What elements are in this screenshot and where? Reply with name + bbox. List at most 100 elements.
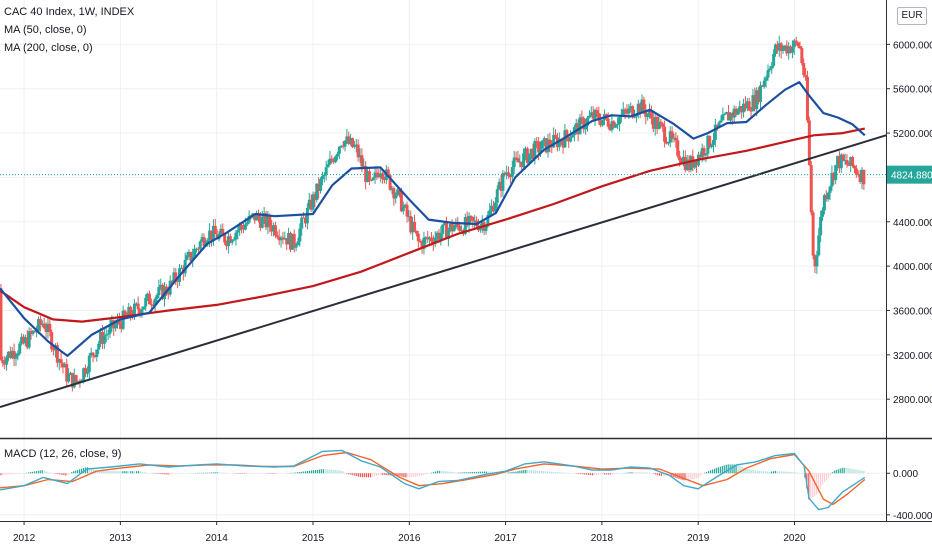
candle-body [815, 255, 819, 267]
candle-body [366, 171, 370, 182]
candle-body [832, 172, 836, 181]
candle-body [757, 90, 761, 102]
candle-body [354, 144, 358, 146]
candle-body [493, 202, 497, 212]
candle-body [702, 148, 706, 156]
candle-body [418, 241, 422, 243]
candle-body [527, 153, 531, 163]
candle-body [529, 148, 533, 154]
currency-button[interactable]: EUR [897, 7, 927, 25]
candle-body [8, 351, 12, 358]
x-tick-label: 2018 [591, 533, 614, 544]
candle-body [146, 293, 150, 298]
candle-body [824, 195, 828, 200]
candle-body [655, 117, 659, 129]
candle-body [74, 375, 78, 383]
candle-body [245, 222, 249, 225]
candle-body [108, 325, 112, 334]
candle-body [134, 303, 138, 305]
candle-body [221, 228, 225, 235]
candle-body [837, 156, 841, 169]
candle-body [189, 252, 193, 261]
candle-body [194, 248, 198, 250]
candle-body [328, 158, 332, 165]
candle-body [12, 350, 16, 359]
candle-body [663, 126, 667, 142]
symbol-title[interactable]: CAC 40 Index, 1W, INDEX [4, 6, 135, 18]
candle-body [715, 124, 719, 128]
candle-body [523, 148, 527, 154]
candle-body [540, 140, 544, 149]
candle-body [100, 331, 104, 344]
candle-body [554, 134, 558, 138]
candle-body [747, 101, 751, 111]
candle-body [817, 235, 821, 256]
candle-body [792, 40, 796, 48]
candle-body [625, 111, 629, 114]
candle-body [503, 173, 507, 175]
candle-body [758, 85, 762, 102]
candle-body [401, 206, 405, 212]
candle-body [742, 103, 746, 113]
candle-body [123, 310, 127, 315]
candle-body [50, 332, 54, 350]
candle-body [213, 225, 217, 234]
candle-body [621, 109, 625, 115]
candle-body [586, 117, 590, 126]
candle-body [288, 232, 292, 250]
candle-body [367, 171, 371, 180]
candle-body [149, 304, 153, 306]
candle-body [243, 224, 247, 230]
candle-body [337, 146, 341, 154]
candle-body [721, 114, 725, 121]
candle-body [439, 233, 443, 240]
candle-body [591, 112, 595, 119]
macd-legend[interactable]: MACD (12, 26, close, 9) [4, 448, 122, 460]
candle-body [463, 217, 467, 234]
candle-body [766, 70, 770, 78]
candle-body [627, 108, 631, 114]
candle-body [736, 110, 740, 115]
candle-body [804, 75, 808, 77]
candle-body [531, 148, 535, 159]
candle-body [719, 120, 723, 123]
candle-body [371, 177, 375, 180]
candle-body [268, 216, 272, 227]
candle-body [760, 85, 764, 87]
candle-body [435, 232, 439, 238]
candle-body [179, 267, 183, 269]
candle-body [798, 46, 802, 49]
ma200-line [0, 127, 866, 323]
candle-body [10, 350, 14, 358]
candle-body [339, 145, 343, 147]
candle-body [661, 123, 665, 127]
candle-body [307, 199, 311, 208]
candle-body [433, 237, 437, 244]
candle-body [687, 159, 691, 171]
x-tick-label: 2016 [398, 533, 421, 544]
candle-body [38, 319, 42, 326]
candle-body [258, 218, 262, 228]
candle-body [790, 47, 794, 53]
candle-body [659, 121, 663, 124]
candle-body [608, 126, 612, 131]
candle-body [764, 77, 768, 81]
candle-body [176, 280, 180, 282]
candle-body [490, 205, 494, 211]
candle-body [745, 101, 749, 109]
candle-body [277, 237, 281, 241]
candle-body [413, 221, 417, 231]
macd-y-tick-label: -400.000 [893, 511, 932, 522]
candle-body [70, 372, 74, 388]
candle-body [597, 113, 601, 121]
candle-body [623, 109, 627, 112]
ma200-legend[interactable]: MA (200, close, 0) [4, 42, 93, 54]
candle-body [822, 195, 826, 211]
candle-body [787, 46, 791, 54]
candle-body [672, 137, 676, 139]
ma50-legend[interactable]: MA (50, close, 0) [4, 24, 87, 36]
candle-body [255, 213, 259, 221]
candle-body [522, 153, 526, 168]
candle-body [680, 160, 684, 164]
